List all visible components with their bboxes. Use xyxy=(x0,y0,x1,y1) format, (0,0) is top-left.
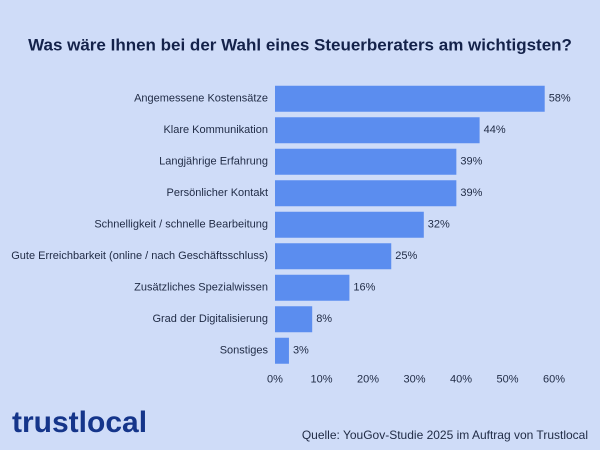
value-label: 58% xyxy=(549,93,571,105)
bar xyxy=(275,337,289,364)
bar xyxy=(275,274,350,301)
y-tick-label: Klare Kommunikation xyxy=(163,124,268,136)
x-tick-label: 30% xyxy=(403,373,425,385)
y-tick-label: Langjährige Erfahrung xyxy=(159,156,268,168)
logo: trustlocal xyxy=(12,406,147,439)
chart-title: Was wäre Ihnen bei der Wahl eines Steuer… xyxy=(28,35,572,54)
y-tick-label: Zusätzliches Spezialwissen xyxy=(134,282,268,294)
value-label: 39% xyxy=(460,187,482,199)
source: Quelle: YouGov-Studie 2025 im Auftrag vo… xyxy=(302,428,588,442)
value-label: 25% xyxy=(395,250,417,262)
bar xyxy=(275,306,313,333)
value-label: 16% xyxy=(353,282,375,294)
bar xyxy=(275,180,457,207)
bar xyxy=(275,243,392,270)
x-tick-label: 60% xyxy=(543,373,565,385)
value-label: 3% xyxy=(293,345,309,357)
y-tick-label: Grad der Digitalisierung xyxy=(152,313,268,325)
x-tick-label: 10% xyxy=(310,373,332,385)
x-tick-label: 50% xyxy=(496,373,518,385)
y-tick-label: Persönlicher Kontakt xyxy=(167,187,269,199)
x-tick-label: 20% xyxy=(357,373,379,385)
value-label: 44% xyxy=(484,124,506,136)
bar xyxy=(275,85,545,112)
x-tick-label: 0% xyxy=(267,373,283,385)
value-label: 32% xyxy=(428,219,450,231)
x-tick-label: 40% xyxy=(450,373,472,385)
bar xyxy=(275,148,457,175)
y-tick-label: Gute Erreichbarkeit (online / nach Gesch… xyxy=(11,250,268,262)
bar xyxy=(275,211,424,238)
bar xyxy=(275,117,480,144)
y-tick-label: Angemessene Kostensätze xyxy=(134,93,268,105)
value-label: 8% xyxy=(316,313,332,325)
y-tick-label: Sonstiges xyxy=(220,345,269,357)
y-tick-label: Schnelligkeit / schnelle Bearbeitung xyxy=(94,219,268,231)
value-label: 39% xyxy=(460,156,482,168)
